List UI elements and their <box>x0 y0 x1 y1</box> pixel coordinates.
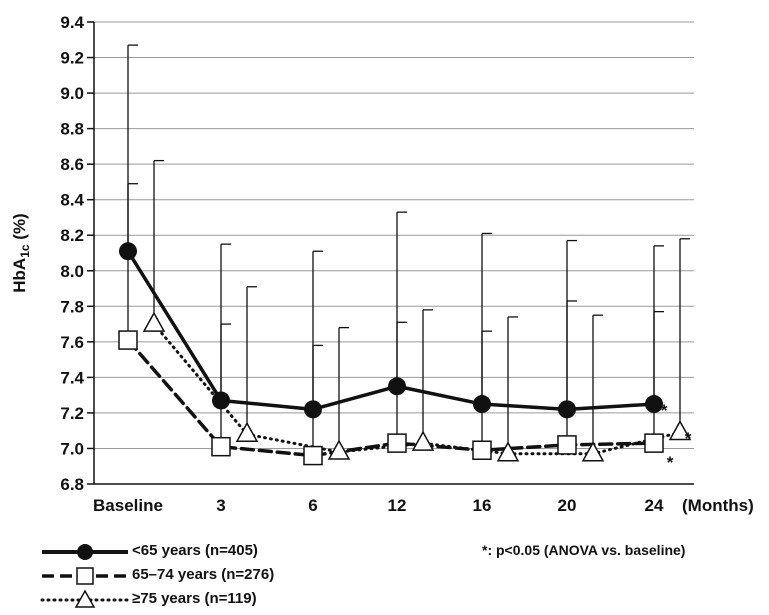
data-point <box>387 433 407 453</box>
data-point <box>235 421 259 442</box>
significance-marker: * <box>667 453 674 472</box>
legend-marker-open-square <box>42 567 128 585</box>
y-tick-label: 7.6 <box>60 333 84 352</box>
x-tick-label: 16 <box>473 496 492 515</box>
legend-label: ≥75 years (n=119) <box>132 590 257 607</box>
legend-marker-filled-circle <box>42 544 128 560</box>
data-point <box>668 419 692 441</box>
y-tick-label: 9.2 <box>60 49 84 68</box>
data-point <box>411 430 435 451</box>
hba1c-chart: 6.8 7.0 7.2 7.4 7.6 7.8 8.0 8.2 8.4 8.6 8.8 9.0 9.2 9… <box>10 13 754 515</box>
legend-label: <65 years (n=405) <box>132 542 258 559</box>
x-tick-label: 12 <box>388 496 407 515</box>
x-tick-label: 6 <box>308 496 317 515</box>
significance-note: *: p<0.05 (ANOVA vs. baseline) <box>482 542 686 558</box>
legend-item-65-74: 65–74 years (n=276) <box>40 564 360 588</box>
significance-marker: * <box>661 401 668 420</box>
data-point <box>558 400 576 419</box>
y-tick-label: 8.0 <box>60 262 84 281</box>
y-tick-label: 7.4 <box>60 368 84 387</box>
x-tick-label: 24 <box>645 496 664 515</box>
legend-label: 65–74 years (n=276) <box>132 566 275 583</box>
data-point <box>581 441 605 462</box>
y-tick-label: 8.4 <box>60 191 84 210</box>
y-tick-label: 7.8 <box>60 297 84 316</box>
legend-item-75-plus: ≥75 years (n=119) <box>40 588 360 612</box>
data-point <box>645 395 663 414</box>
legend-marker-open-triangle <box>40 589 130 608</box>
data-point <box>118 330 138 350</box>
data-point <box>557 435 577 455</box>
x-tick-label: Baseline <box>93 496 163 515</box>
data-point <box>304 400 322 419</box>
data-point <box>644 433 664 453</box>
y-axis-title: HbA1c (%) <box>10 213 32 292</box>
x-axis-unit-label: (Months) <box>682 496 754 515</box>
data-point <box>327 439 351 460</box>
data-point <box>303 445 323 466</box>
x-tick-label: 3 <box>216 496 225 515</box>
y-tick-label: 8.8 <box>60 120 84 139</box>
y-tick-label: 9.4 <box>60 13 84 32</box>
data-point <box>388 377 406 396</box>
data-point <box>472 440 492 460</box>
legend: <65 years (n=405) 65–74 years (n=276) ≥7… <box>40 540 360 612</box>
y-tick-label: 7.2 <box>60 404 84 423</box>
data-point <box>211 436 231 457</box>
y-tick-label: 6.8 <box>60 475 84 494</box>
data-point <box>212 391 230 410</box>
data-point <box>496 441 520 462</box>
data-point <box>473 395 491 414</box>
data-point <box>119 242 137 261</box>
y-tick-label: 9.0 <box>60 84 84 103</box>
significance-marker: * <box>685 429 692 448</box>
y-tick-label: 8.2 <box>60 226 84 245</box>
data-point <box>142 311 166 332</box>
y-tick-label: 8.6 <box>60 155 84 174</box>
y-tick-label: 7.0 <box>60 439 84 458</box>
legend-item-under-65: <65 years (n=405) <box>40 540 360 564</box>
x-tick-label: 20 <box>558 496 577 515</box>
